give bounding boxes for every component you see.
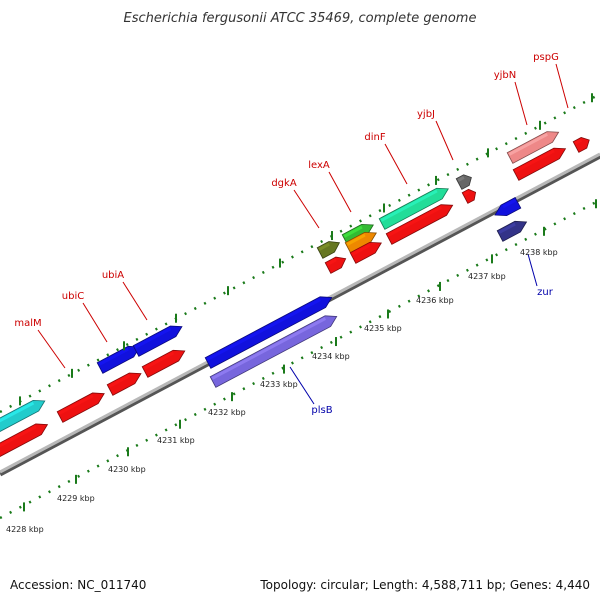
gene-label-malM[interactable]: malM [14,318,41,329]
feature-red-5[interactable] [324,256,347,274]
leader-yjbJ [435,120,454,161]
leader-lexA [328,171,352,213]
gene-label-dgkA[interactable]: dgkA [271,178,296,189]
kbp-label: 4235 kbp [364,324,402,333]
feature-ubiA-blue[interactable] [132,325,183,357]
gene-label-pspG[interactable]: pspG [533,52,559,63]
feature-plsB-purple[interactable] [209,315,338,388]
feature-red-2[interactable] [56,392,105,423]
accession-text: Accession: NC_011740 [10,578,147,592]
gene-label-zur[interactable]: zur [537,287,554,298]
feature-zur-blue[interactable] [494,196,522,217]
kbp-label: 4238 kbp [520,248,558,257]
kbp-label: 4230 kbp [108,465,146,474]
tick-track-forward [0,92,600,414]
feature-red-9[interactable] [512,147,567,181]
tick-track-reverse [0,198,600,520]
kbp-label: 4236 kbp [416,296,454,305]
gene-label-yjbJ[interactable]: yjbJ [417,109,435,120]
leader-dgkA [293,189,320,229]
feature-red-8[interactable] [461,188,477,204]
gene-label-plsB[interactable]: plsB [311,405,332,416]
kbp-label: 4228 kbp [6,525,44,534]
feature-yjbN-pink[interactable] [506,131,560,164]
leader-pspG [555,63,569,109]
leader-yjbN [514,81,528,126]
kbp-label: 4229 kbp [57,494,95,503]
leader-zur [527,253,538,287]
feature-red-7[interactable] [385,204,454,245]
gene-label-ubiA[interactable]: ubiA [102,270,124,281]
kbp-label: 4231 kbp [157,436,195,445]
feature-dgkA-olive[interactable] [316,241,341,259]
gene-label-yjbN[interactable]: yjbN [494,70,517,81]
feature-malM-cyan[interactable] [0,399,46,435]
gene-label-dinF[interactable]: dinF [364,132,385,143]
leader-malM [37,329,66,369]
gene-label-ubiC[interactable]: ubiC [62,291,84,302]
feature-lexA-orange[interactable] [344,231,377,254]
kbp-label: 4233 kbp [260,380,298,389]
feature-yjbJ-grey[interactable] [455,174,472,190]
feature-blue-long[interactable] [204,296,333,369]
kbp-label: 4234 kbp [312,352,350,361]
feature-red-4[interactable] [141,349,186,378]
feature-red-6[interactable] [349,241,382,264]
kbp-label: 4237 kbp [468,272,506,281]
feature-dinF-teal[interactable] [378,187,449,230]
gene-label-lexA[interactable]: lexA [308,160,330,171]
feature-red-3[interactable] [106,372,142,396]
feature-zur-navy[interactable] [496,220,528,242]
kbp-label: 4232 kbp [208,408,246,417]
leader-plsB [289,366,315,405]
leader-ubiC [82,302,108,343]
leader-dinF [384,143,408,185]
feature-red-10[interactable] [572,137,590,153]
leader-ubiA [122,281,148,321]
topology-text: Topology: circular; Length: 4,588,711 bp… [260,578,590,592]
feature-red-1[interactable] [0,423,49,460]
map-title: Escherichia fergusonii ATCC 35469, compl… [124,11,477,26]
